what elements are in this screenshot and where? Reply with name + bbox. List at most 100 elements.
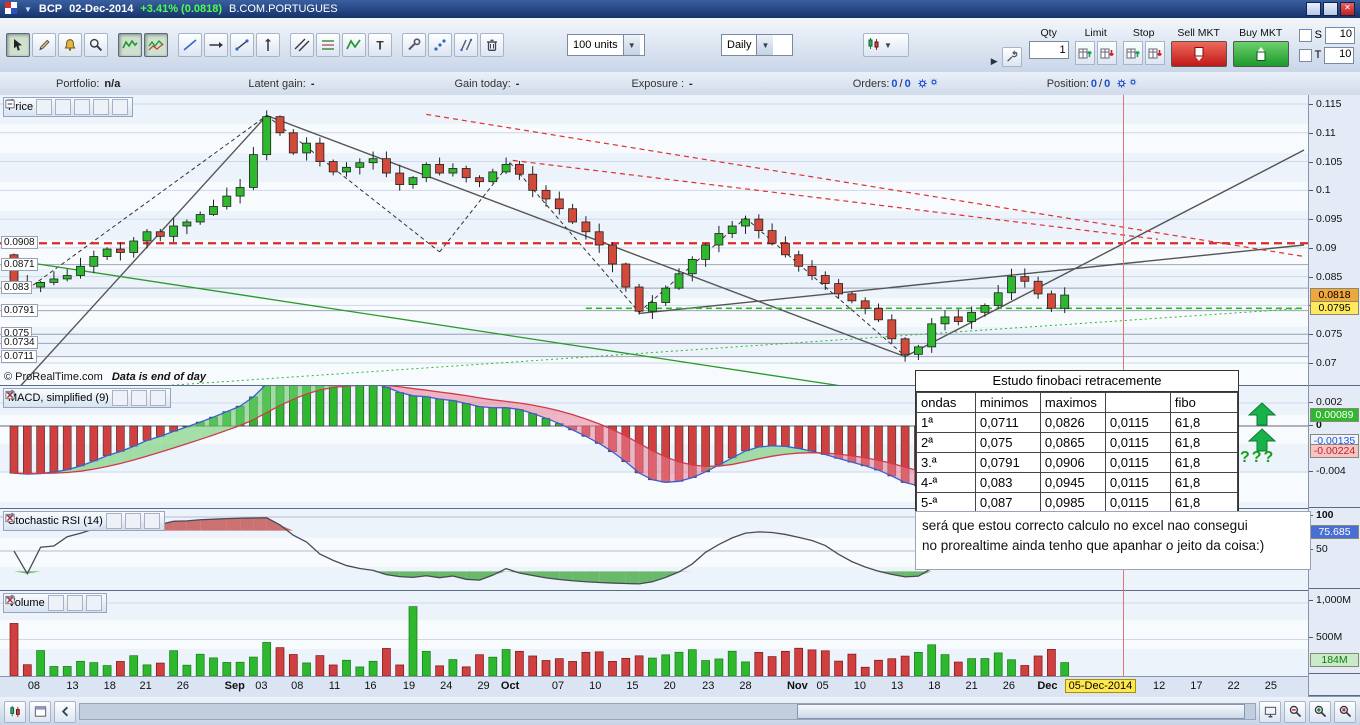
- axis-corner[interactable]: [1309, 673, 1360, 696]
- segment-tool[interactable]: [230, 33, 254, 57]
- price-axis-segment[interactable]: 0.1150.110.1050.10.0950.090.0850.080.075…: [1308, 95, 1360, 386]
- collapse-button[interactable]: [5, 99, 129, 115]
- fibonacci-study-table[interactable]: Estudo finobaci retracemente ondas minimo…: [915, 370, 1239, 514]
- x-axis-label: 13: [66, 680, 79, 692]
- stoch-axis-segment[interactable]: 100 50 75.685: [1309, 507, 1360, 589]
- fib-column-header: minimos: [974, 392, 1041, 413]
- price-axis[interactable]: 0.1150.110.1050.10.0950.090.0850.080.075…: [1308, 95, 1360, 696]
- current-value-badge: 0.0818: [1310, 288, 1359, 303]
- arrowL-icon: [61, 706, 68, 717]
- position-settings-icon[interactable]: [1115, 77, 1138, 90]
- wrench-button[interactable]: [5, 98, 53, 115]
- window-button[interactable]: [5, 390, 147, 406]
- gain-today-value: -: [515, 77, 520, 90]
- t-value-field[interactable]: 10: [1324, 46, 1355, 64]
- scroll-left-button[interactable]: [54, 700, 76, 723]
- alarm-tool[interactable]: [58, 33, 82, 57]
- fib-icon: [322, 40, 334, 50]
- trade-settings-button[interactable]: [1001, 46, 1022, 67]
- question-marks-annotation[interactable]: ???: [1240, 449, 1276, 466]
- close-button[interactable]: [6, 513, 160, 529]
- candlechart-icon: [868, 37, 879, 50]
- drawing-settings-tool[interactable]: [402, 33, 426, 57]
- maximize-button[interactable]: [1323, 2, 1338, 16]
- fibonacci-tool[interactable]: [316, 33, 340, 57]
- up-arrow-annotation[interactable]: [1248, 428, 1276, 452]
- pointer-tool[interactable]: [6, 33, 30, 57]
- wrench-button[interactable]: [5, 389, 128, 406]
- volume-chart[interactable]: [0, 591, 1308, 676]
- minimize-button[interactable]: [1306, 2, 1321, 16]
- time-scrollbar[interactable]: [79, 703, 1256, 720]
- x-axis-label: 24: [440, 680, 453, 692]
- s-checkbox[interactable]: [1298, 28, 1312, 42]
- time-axis[interactable]: 08 13 18 21 26 Sep 03 08 11 16 19 24 29 Oct 07 10 15 20 23…: [0, 676, 1308, 697]
- window-button[interactable]: [5, 99, 72, 115]
- buydoc-icon: [1256, 46, 1266, 61]
- close-button[interactable]: ✕: [1340, 2, 1355, 16]
- orders-count2-link[interactable]: 0: [904, 77, 911, 90]
- zoom-reset-button[interactable]: [1334, 700, 1356, 723]
- stop-sell-order-button[interactable]: [1144, 40, 1165, 65]
- stop-buy-order-button[interactable]: [1122, 40, 1143, 65]
- qty-input[interactable]: [1028, 40, 1069, 59]
- buy-market-button[interactable]: [1232, 40, 1289, 67]
- horizontal-ray-tool[interactable]: [204, 33, 228, 57]
- wrench-button[interactable]: [5, 594, 64, 611]
- limit-sell-order-button[interactable]: [1096, 40, 1117, 65]
- collapse-chevron-icon[interactable]: ▶: [990, 55, 998, 66]
- close-button[interactable]: [6, 595, 102, 611]
- parallel-lines-tool[interactable]: [454, 33, 478, 57]
- zoom-tool[interactable]: [84, 33, 108, 57]
- chart-list-button[interactable]: [4, 700, 26, 723]
- text-tool[interactable]: T: [368, 33, 392, 57]
- zoom-out-button[interactable]: [1284, 700, 1306, 723]
- close-button[interactable]: [6, 99, 91, 115]
- zigzag-tool[interactable]: [342, 33, 366, 57]
- price-chart[interactable]: [0, 95, 1308, 385]
- position-count2-link[interactable]: 0: [1104, 77, 1111, 90]
- s-value-field[interactable]: 10: [1325, 26, 1355, 44]
- workspaces-button[interactable]: [29, 700, 51, 723]
- axis-tick-label: 0.1: [1309, 184, 1331, 197]
- symbol-dropdown-caret-icon[interactable]: ▼: [24, 4, 32, 14]
- orders-count-link[interactable]: 0: [891, 77, 898, 90]
- window-button[interactable]: [5, 513, 141, 529]
- fit-screen-button[interactable]: [1259, 700, 1281, 723]
- chart-type-button[interactable]: ▼: [863, 33, 909, 57]
- vertical-line-tool[interactable]: [256, 33, 280, 57]
- user-note[interactable]: será que estou correcto calculo no excel…: [915, 511, 1311, 570]
- sell-group: Sell MKT: [1170, 27, 1227, 67]
- x-axis-label: 10: [853, 680, 866, 692]
- trend-line-tool[interactable]: [178, 33, 202, 57]
- units-dropdown[interactable]: 100 units ▼: [567, 34, 645, 56]
- limit-buy-order-button[interactable]: [1074, 40, 1095, 65]
- t-checkbox[interactable]: [1298, 48, 1312, 62]
- sell-market-button[interactable]: [1170, 40, 1227, 67]
- gear-icon: [1129, 78, 1137, 86]
- scrollbar-thumb[interactable]: [796, 704, 1246, 719]
- channel-tool[interactable]: [290, 33, 314, 57]
- copy-button[interactable]: [5, 99, 110, 115]
- close-button[interactable]: [6, 390, 166, 406]
- volume-axis-segment[interactable]: 1,000M 500M 184M: [1308, 588, 1360, 674]
- chart-mode-line[interactable]: [118, 33, 142, 57]
- wrench-button[interactable]: [5, 512, 122, 529]
- orders-settings-icon[interactable]: [916, 77, 939, 90]
- orders-separator: /: [899, 77, 903, 90]
- link-points-tool[interactable]: [428, 33, 452, 57]
- stoch-panel-header: Stochastic RSI (14): [3, 511, 165, 531]
- selldoc-icon: [1194, 46, 1204, 61]
- zoom-in-button[interactable]: [1309, 700, 1331, 723]
- fib-cell: 0,0115: [1104, 432, 1171, 453]
- delete-drawing-tool[interactable]: [480, 33, 504, 57]
- position-count-link[interactable]: 0: [1090, 77, 1098, 90]
- chart-mode-compare[interactable]: [144, 33, 168, 57]
- pencil-tool[interactable]: [32, 33, 56, 57]
- timeframe-dropdown[interactable]: Daily ▼: [721, 34, 793, 56]
- macd-axis-segment[interactable]: 0.002 0 -0.004 0.00089 -0.00135 -0.00224: [1308, 385, 1360, 508]
- latent-gain-value: -: [310, 77, 315, 90]
- fib-cell: 0,0826: [1039, 412, 1106, 433]
- up-arrow-annotation[interactable]: [1248, 402, 1276, 426]
- window-button[interactable]: [5, 595, 83, 611]
